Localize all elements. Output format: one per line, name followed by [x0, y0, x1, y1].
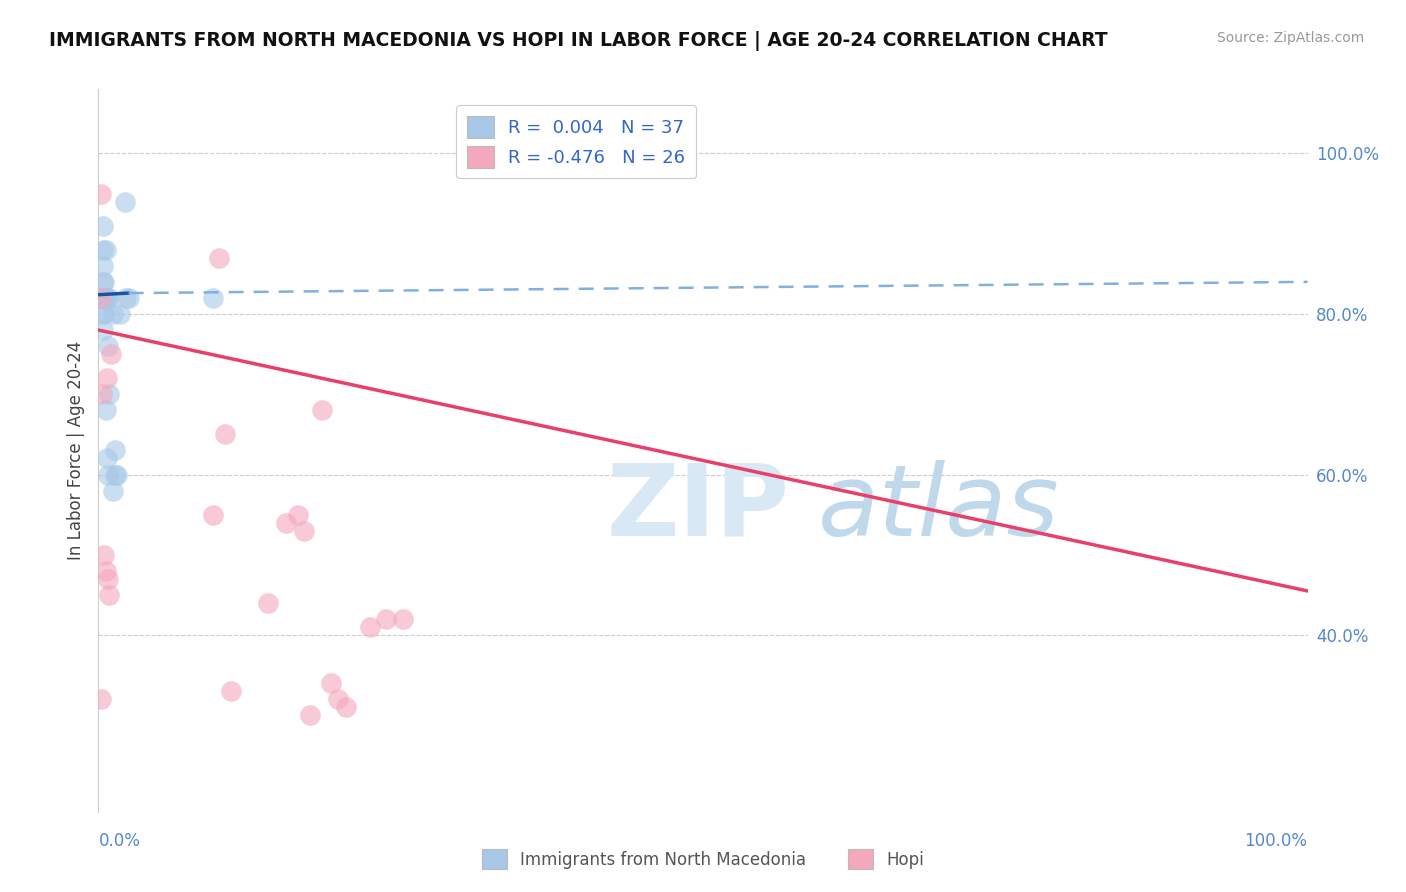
- Point: [91, 307, 114, 321]
- Point: [115, 291, 138, 305]
- Point: [104, 467, 127, 482]
- Text: Source: ZipAtlas.com: Source: ZipAtlas.com: [1216, 31, 1364, 45]
- Point: [375, 612, 398, 626]
- Point: [105, 467, 128, 482]
- Text: ZIP: ZIP: [606, 459, 789, 557]
- Point: [101, 483, 124, 498]
- Point: [311, 403, 333, 417]
- Point: [91, 323, 114, 337]
- Point: [202, 508, 225, 522]
- Point: [98, 387, 121, 401]
- Point: [101, 307, 124, 321]
- Point: [97, 572, 120, 586]
- Point: [221, 684, 243, 698]
- Point: [90, 291, 112, 305]
- Point: [91, 275, 114, 289]
- Point: [90, 291, 112, 305]
- Point: [90, 692, 112, 706]
- Point: [93, 275, 115, 289]
- Point: [90, 291, 112, 305]
- Point: [287, 508, 309, 522]
- Point: [91, 219, 114, 233]
- Legend: R =  0.004   N = 37, R = -0.476   N = 26: R = 0.004 N = 37, R = -0.476 N = 26: [456, 105, 696, 178]
- Y-axis label: In Labor Force | Age 20-24: In Labor Force | Age 20-24: [66, 341, 84, 560]
- Point: [360, 620, 382, 634]
- Point: [96, 451, 118, 466]
- Point: [90, 291, 112, 305]
- Point: [202, 291, 225, 305]
- Point: [97, 339, 120, 353]
- Point: [91, 259, 114, 273]
- Point: [96, 291, 118, 305]
- Point: [214, 427, 236, 442]
- Point: [94, 403, 117, 417]
- Text: 100.0%: 100.0%: [1244, 831, 1308, 850]
- Point: [299, 708, 322, 723]
- Point: [274, 516, 297, 530]
- Point: [94, 243, 117, 257]
- Point: [208, 251, 231, 265]
- Point: [114, 194, 136, 209]
- Point: [94, 291, 117, 305]
- Point: [90, 291, 112, 305]
- Point: [91, 291, 114, 305]
- Point: [90, 186, 112, 201]
- Point: [98, 588, 121, 602]
- Point: [94, 564, 117, 578]
- Point: [93, 548, 115, 562]
- Point: [98, 291, 121, 305]
- Point: [91, 243, 114, 257]
- Point: [93, 291, 115, 305]
- Point: [256, 596, 278, 610]
- Point: [90, 291, 112, 305]
- Point: [97, 467, 120, 482]
- Text: 0.0%: 0.0%: [98, 831, 141, 850]
- Point: [93, 307, 115, 321]
- Point: [108, 307, 131, 321]
- Text: IMMIGRANTS FROM NORTH MACEDONIA VS HOPI IN LABOR FORCE | AGE 20-24 CORRELATION C: IMMIGRANTS FROM NORTH MACEDONIA VS HOPI …: [49, 31, 1108, 51]
- Point: [118, 291, 141, 305]
- Point: [90, 291, 112, 305]
- Point: [319, 676, 342, 690]
- Legend: Immigrants from North Macedonia, Hopi: Immigrants from North Macedonia, Hopi: [472, 838, 934, 880]
- Point: [104, 443, 127, 458]
- Point: [292, 524, 315, 538]
- Point: [335, 700, 357, 714]
- Point: [91, 387, 114, 401]
- Text: atlas: atlas: [818, 459, 1060, 557]
- Point: [392, 612, 415, 626]
- Point: [96, 371, 118, 385]
- Point: [90, 291, 112, 305]
- Point: [326, 692, 349, 706]
- Point: [100, 347, 122, 361]
- Point: [90, 291, 112, 305]
